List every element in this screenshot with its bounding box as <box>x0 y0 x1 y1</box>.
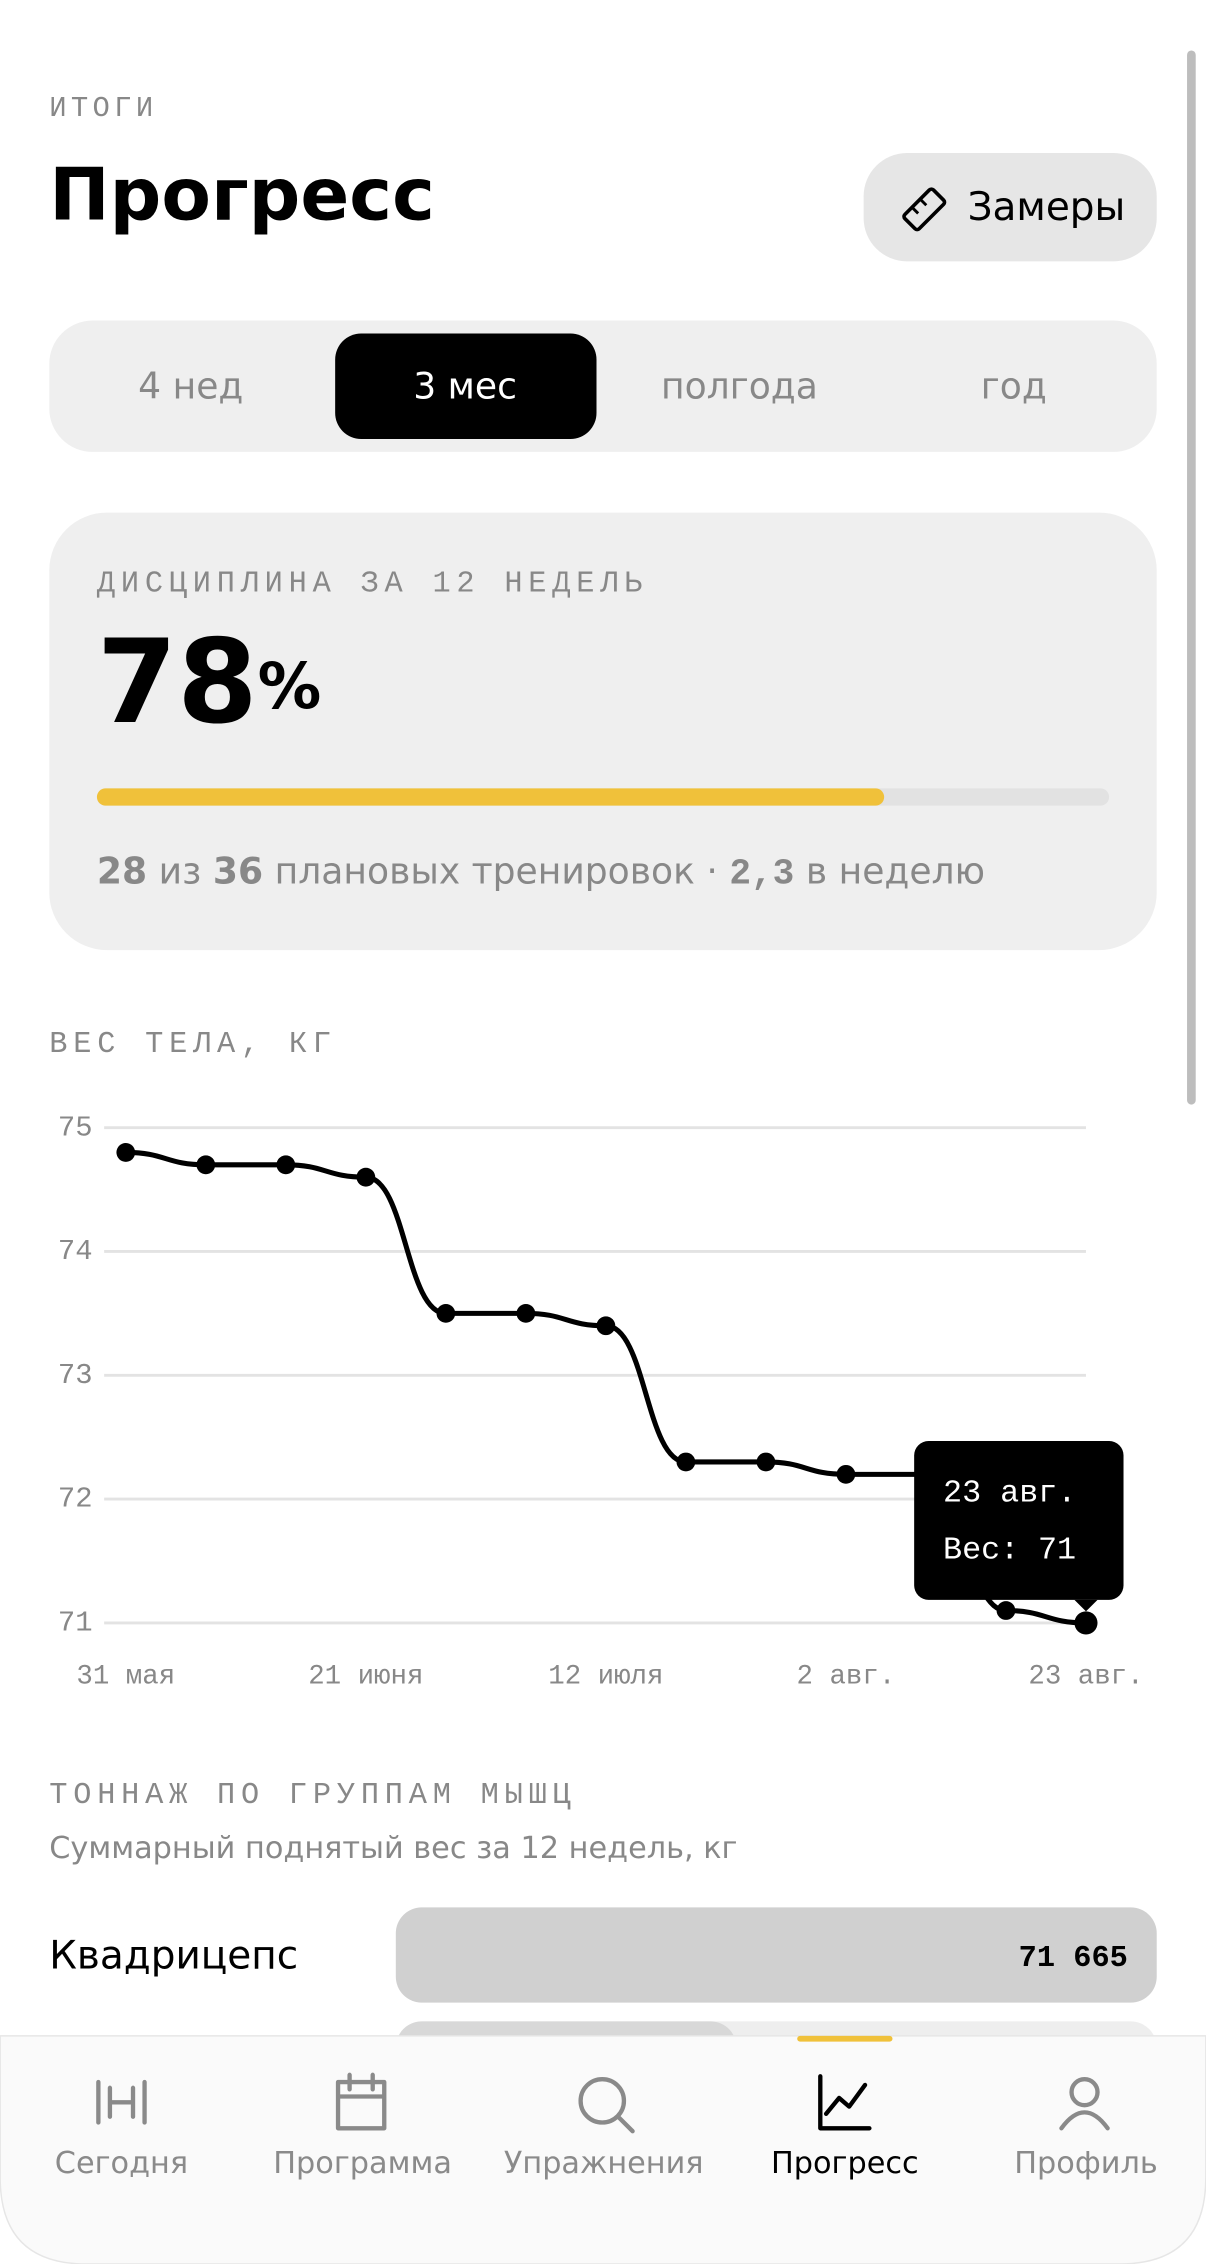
x-tick-label: 31 мая <box>76 1662 175 1693</box>
weight-point <box>276 1155 296 1175</box>
period-tab[interactable]: год <box>981 365 1047 407</box>
nav-item[interactable]: Сегодня <box>55 2079 188 2181</box>
weight-point <box>116 1143 136 1162</box>
chart-title: ВЕС ТЕЛА, КГ <box>49 1028 337 1062</box>
nav-label: Прогресс <box>771 2146 919 2181</box>
tonnage-bar <box>395 1907 1157 2003</box>
section-subtitle: Суммарный поднятый вес за 12 недель, кг <box>49 1831 737 1866</box>
tab-label: 3 мес <box>413 365 517 407</box>
nav-item[interactable]: Прогресс <box>771 2035 919 2181</box>
of: из <box>159 851 202 893</box>
nav-label: Профиль <box>1014 2146 1157 2181</box>
muscle-name: Квадрицепс <box>49 1933 298 1978</box>
period-tab[interactable]: 3 мес <box>335 333 597 439</box>
weight-point <box>1074 1611 1098 1635</box>
scrollbar <box>1187 50 1196 1105</box>
bottom-nav <box>0 2035 1206 2264</box>
weight-point <box>756 1452 776 1472</box>
weight-point <box>676 1452 696 1472</box>
overline: ИТОГИ <box>49 92 157 125</box>
percent: 78% <box>97 616 321 750</box>
period-tabs <box>49 320 1157 452</box>
tooltip-label: Вес: <box>943 1533 1019 1569</box>
tooltip-pointer <box>1074 1599 1098 1612</box>
nav-icon <box>578 2077 635 2134</box>
button-label: Замеры <box>968 185 1126 230</box>
x-tick-label: 23 авг. <box>1028 1662 1143 1693</box>
percent-value: 78 <box>97 616 258 750</box>
weight-point <box>356 1167 376 1187</box>
nav-item[interactable]: Профиль <box>1014 2077 1158 2181</box>
tooltip-date: 23 авг. <box>943 1475 1076 1511</box>
x-tick-label: 12 июля <box>548 1662 663 1693</box>
x-tick-label: 2 авг. <box>797 1662 896 1693</box>
card-title: ДИСЦИПЛИНА ЗА 12 НЕДЕЛЬ <box>97 567 648 601</box>
nav-active-indicator <box>797 2035 893 2042</box>
nav-label: Упражнения <box>504 2146 704 2181</box>
ruler-icon <box>902 187 947 232</box>
weight-point <box>996 1601 1016 1620</box>
nav-item[interactable]: Программа <box>273 2072 452 2181</box>
button-bg <box>863 153 1157 262</box>
weight-point <box>436 1304 456 1323</box>
nav-icon <box>1059 2077 1110 2131</box>
planned: 36 <box>213 851 263 893</box>
x-tick-label: 21 июня <box>308 1662 423 1693</box>
tab-label: полгода <box>661 365 818 407</box>
measure-button[interactable]: Замеры <box>863 153 1157 262</box>
weight-point <box>596 1316 616 1336</box>
discipline-card <box>49 512 1157 951</box>
progress-fill <box>96 788 885 806</box>
per-week: 2,3 <box>729 853 794 894</box>
period-tab[interactable]: полгода <box>661 365 818 407</box>
planned-text: плановых тренировок · <box>275 851 718 893</box>
y-tick-label: 73 <box>58 1359 93 1392</box>
weight-point <box>516 1304 536 1323</box>
tonnage-value: 71 665 <box>1019 1942 1128 1976</box>
page-title: Прогресс <box>49 153 435 237</box>
nav-label: Сегодня <box>55 2146 188 2181</box>
nav-label: Программа <box>273 2146 452 2181</box>
tab-active-bg <box>335 333 597 439</box>
done: 28 <box>97 851 147 893</box>
nav-item[interactable]: Упражнения <box>504 2077 704 2181</box>
y-tick-label: 74 <box>58 1235 93 1268</box>
y-tick-label: 72 <box>58 1483 93 1516</box>
y-tick-label: 71 <box>58 1607 93 1640</box>
section-title: ТОННАЖ ПО ГРУППАМ МЫШЦ <box>49 1779 576 1813</box>
weight-point <box>836 1464 856 1484</box>
period-tab[interactable]: 4 нед <box>138 365 243 407</box>
tooltip-bg <box>914 1440 1124 1600</box>
tooltip-number: 71 <box>1038 1533 1076 1569</box>
nav-icon <box>96 2079 147 2125</box>
percent-sign: % <box>258 649 322 723</box>
tab-label: год <box>981 365 1047 407</box>
tab-label: 4 нед <box>138 365 243 407</box>
nav-icon <box>818 2074 872 2131</box>
weight-point <box>196 1155 216 1175</box>
tooltip-value: Вес: 71 <box>943 1533 1076 1569</box>
per-week-text: в неделю <box>806 851 985 893</box>
tooltip: 23 авг. Вес: 71 <box>914 1440 1124 1612</box>
discipline-summary: 28 из 36 плановых тренировок · 2,3 в неделю <box>97 851 985 895</box>
y-tick-label: 75 <box>58 1111 93 1144</box>
nav-icon <box>335 2072 387 2131</box>
